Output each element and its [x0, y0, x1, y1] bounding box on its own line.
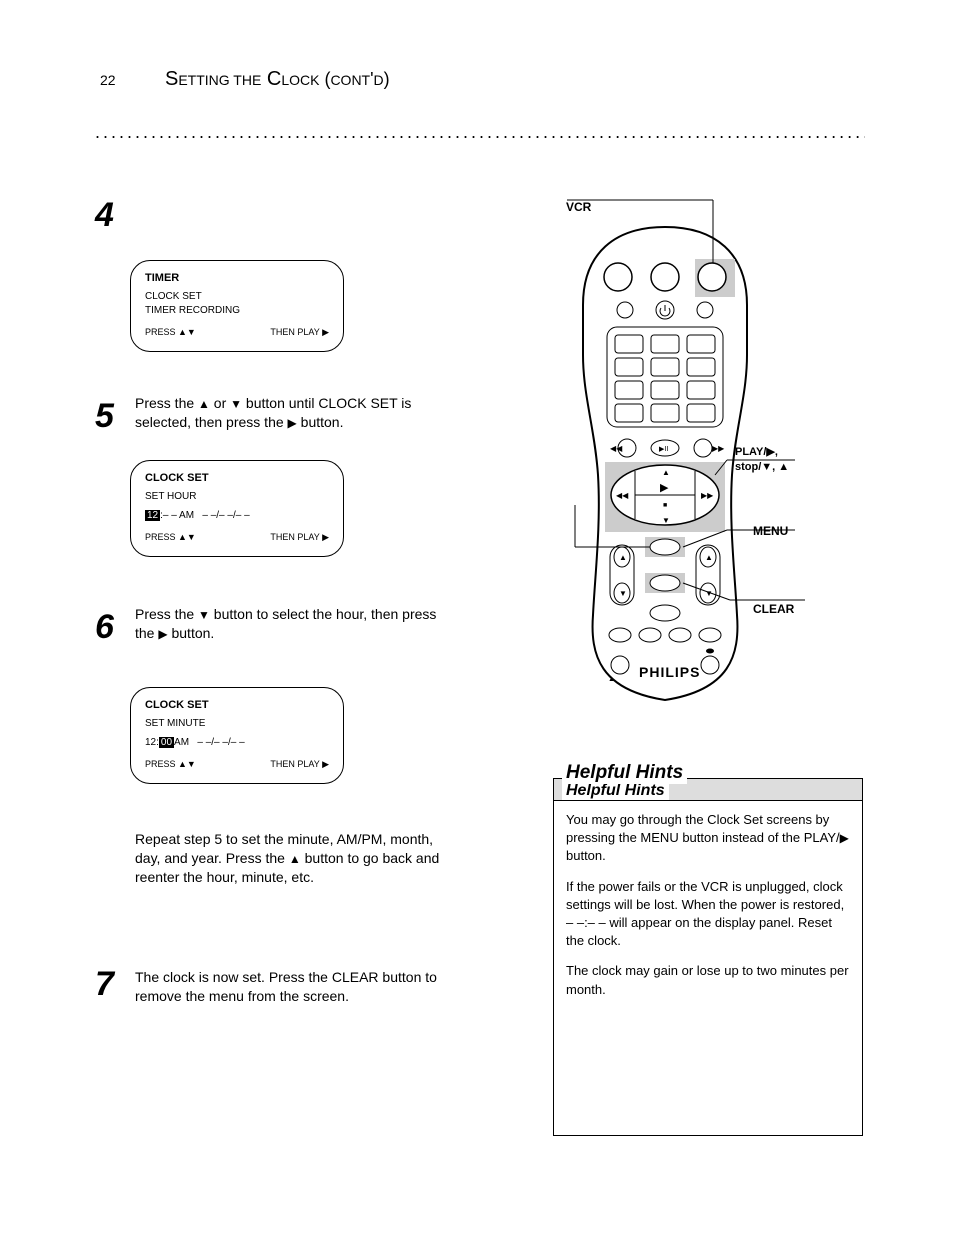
step-6-number: 6 [95, 608, 114, 647]
helpful-hints-box: Helpful Hints You may go through the Clo… [553, 778, 863, 1136]
menu-subtitle: SET HOUR [145, 490, 329, 504]
menu-screen-clock-hour: CLOCK SET SET HOUR 12:– – AM – –/– –/– –… [130, 460, 344, 557]
svg-text:MENU: MENU [753, 524, 788, 538]
menu-value: 12:00AM – –/– –/– – [145, 736, 329, 750]
menu-subtitle: SET MINUTE [145, 717, 329, 731]
svg-text:▼: ▼ [662, 516, 670, 525]
hint-p1: You may go through the Clock Set screens… [566, 811, 850, 866]
step-4-number: 4 [95, 196, 114, 235]
hints-body: You may go through the Clock Set screens… [554, 801, 862, 1009]
remote-control-diagram: ◀◀ ▶II ▶▶ ▲ ▶ ▼ ■ ◀◀ ▶▶ ▲ ▼ ▲ ▼ ▲ PHILIP… [505, 195, 870, 735]
svg-text:▶II: ▶II [659, 446, 668, 453]
menu-title: TIMER [145, 271, 329, 286]
step-5-text: Press the ▼ button to select the hour, t… [135, 605, 445, 643]
menu-row: TIMER RECORDING [145, 304, 329, 318]
menu-title: CLOCK SET [145, 471, 329, 486]
step-5-number: 5 [95, 397, 114, 436]
svg-text:■: ■ [663, 502, 667, 509]
page-title: SETTING THE CLOCK (CONT'D) [165, 68, 390, 91]
svg-text:PHILIPS: PHILIPS [639, 664, 700, 680]
svg-text:▶▶: ▶▶ [712, 444, 725, 453]
page-number: 22 [100, 72, 116, 88]
menu-title: CLOCK SET [145, 698, 329, 713]
svg-text:◀◀: ◀◀ [616, 491, 629, 500]
svg-text:▲: ▲ [662, 468, 670, 477]
svg-text:▼: ▼ [619, 589, 627, 598]
step-4-text: Press the ▲ or ▼ button until CLOCK SET … [135, 394, 445, 432]
step-7-text: The clock is now set. Press the CLEAR bu… [135, 968, 445, 1006]
svg-text:▲: ▲ [608, 676, 615, 683]
menu-footer: PRESS ▲▼THEN PLAY ▶ [145, 531, 329, 544]
menu-row: CLOCK SET [145, 290, 329, 304]
menu-screen-clock-minute: CLOCK SET SET MINUTE 12:00AM – –/– –/– –… [130, 687, 344, 784]
menu-footer: PRESS ▲▼THEN PLAY ▶ [145, 326, 329, 339]
svg-text:▲: ▲ [705, 553, 713, 562]
menu-screen-timer: TIMER CLOCK SET TIMER RECORDING PRESS ▲▼… [130, 260, 344, 352]
menu-footer: PRESS ▲▼THEN PLAY ▶ [145, 758, 329, 771]
svg-text:▲: ▲ [619, 553, 627, 562]
step-7-number: 7 [95, 965, 114, 1004]
svg-text:CLEAR: CLEAR [753, 602, 795, 616]
hints-heading: Helpful Hints [562, 782, 669, 800]
hint-p3: The clock may gain or lose up to two min… [566, 962, 850, 998]
svg-text:VCR: VCR [566, 200, 592, 214]
svg-text:stop/▼, ▲: stop/▼, ▲ [735, 461, 789, 473]
step-6-text: Repeat step 5 to set the minute, AM/PM, … [135, 830, 445, 887]
separator-dots: ........................................… [95, 122, 865, 143]
svg-text:▶: ▶ [660, 482, 669, 494]
svg-text:▶▶: ▶▶ [701, 491, 714, 500]
menu-value: 12:– – AM – –/– –/– – [145, 509, 329, 523]
svg-text:◀◀: ◀◀ [610, 444, 623, 453]
hints-heading-overlay: Helpful Hints [562, 762, 687, 784]
svg-text:PLAY/▶,: PLAY/▶, [735, 446, 778, 458]
hint-p2: If the power fails or the VCR is unplugg… [566, 878, 850, 951]
